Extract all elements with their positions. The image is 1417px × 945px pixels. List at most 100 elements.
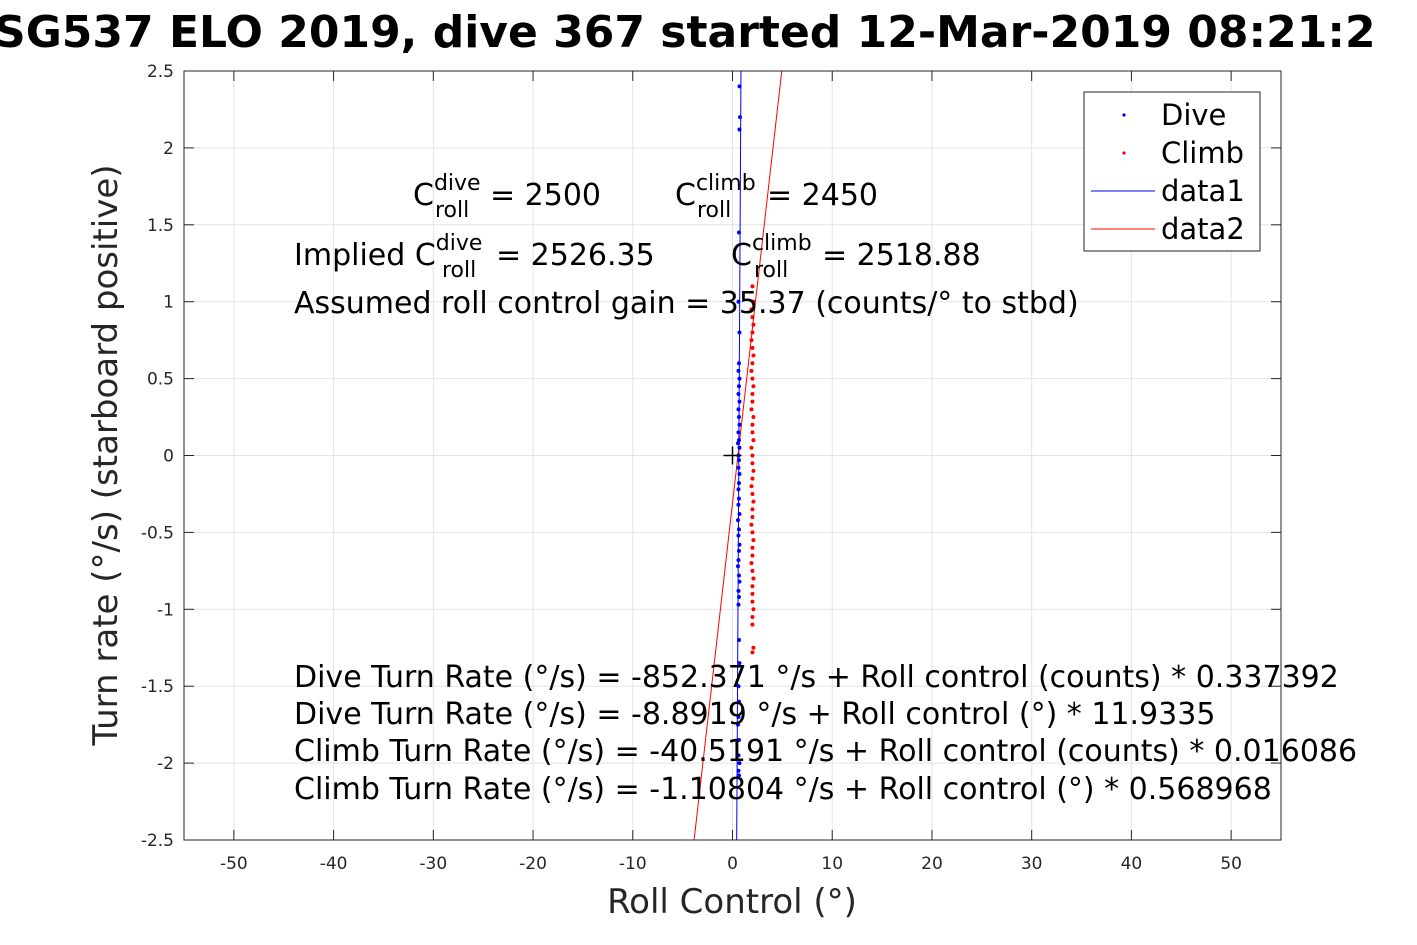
svg-text:Cclimb: Cclimb [731, 231, 812, 273]
data-point-dive [736, 588, 741, 593]
data-point-climb [751, 384, 756, 389]
data-point-dive [737, 115, 742, 120]
y-tick-label: 1.5 [147, 216, 174, 236]
data-point-climb [751, 645, 756, 650]
data-point-climb [750, 476, 755, 481]
y-tick-label: -2 [157, 754, 174, 774]
data-point-climb [750, 507, 755, 512]
data-point-climb [751, 438, 756, 443]
data-point-climb [751, 468, 756, 473]
data-point-climb [751, 415, 756, 420]
svg-text:roll: roll [754, 258, 788, 283]
data-point-dive [736, 594, 741, 599]
x-tick-label: -40 [320, 854, 348, 874]
y-tick-label: 0 [163, 447, 174, 467]
data-point-climb [751, 607, 756, 612]
data-point-climb [750, 591, 755, 596]
x-tick-label: 20 [921, 854, 943, 874]
y-axis-label: Turn rate (°/s) (starboard positive) [86, 164, 126, 746]
data-point-climb [750, 584, 755, 589]
x-tick-label: 10 [821, 854, 843, 874]
y-tick-label: -1.5 [141, 677, 174, 697]
x-tick-label: 0 [727, 854, 738, 874]
data-point-dive [736, 738, 741, 743]
data-point-dive [736, 773, 741, 778]
annotation-fit-climb-degrees: Climb Turn Rate (°/s) = -1.10804 °/s + R… [294, 772, 1272, 807]
y-tick-label: 2.5 [147, 62, 174, 82]
data-point-dive [735, 441, 740, 446]
legend-box [1083, 91, 1261, 252]
data-point-dive [737, 511, 742, 516]
data-point-climb [750, 553, 755, 558]
data-point-climb [750, 622, 755, 627]
data-point-dive [737, 579, 742, 584]
data-point-climb [749, 484, 754, 489]
data-point-dive [736, 753, 741, 758]
svg-text:roll: roll [435, 198, 469, 223]
data-point-dive [736, 533, 741, 538]
x-tick-label: -50 [220, 854, 248, 874]
data-point-dive [736, 699, 741, 704]
x-tick-label: -30 [419, 854, 447, 874]
y-tick-label: -2.5 [141, 831, 174, 851]
annotation-implied-climb: Cclimb roll = 2518.88 [731, 231, 981, 283]
data-point-dive [736, 391, 741, 396]
data-point-dive [736, 638, 741, 643]
data-point-dive [736, 548, 741, 553]
data-point-climb [749, 338, 754, 343]
annotation-implied-dive: Implied Cdive roll = 2526.35 [294, 231, 655, 283]
data-point-dive [737, 330, 742, 335]
annotation-c-roll-climb: Cclimb roll = 2450 [675, 171, 878, 223]
y-tick-label: -0.5 [141, 523, 174, 543]
y-tick-label: 1 [163, 293, 174, 313]
y-axis-ticks: 2.5 2 1.5 1 0.5 0 -0.5 -1 -1.5 -2 -2.5 [141, 62, 1281, 851]
data-point-climb [750, 650, 755, 655]
svg-text:= 2526.35: = 2526.35 [496, 238, 655, 273]
data-point-climb [750, 545, 755, 550]
annotation-roll-gain: Assumed roll control gain = 35.37 (count… [294, 286, 1079, 321]
svg-text:roll: roll [697, 198, 731, 223]
data-point-dive [736, 558, 741, 563]
data-point-dive [737, 471, 742, 476]
origin-plus-marker [723, 446, 742, 465]
legend-label-climb: Climb [1161, 136, 1244, 170]
data-point-climb [749, 522, 754, 527]
svg-text:Cdive: Cdive [413, 171, 481, 213]
x-tick-label: 30 [1021, 854, 1043, 874]
data-point-dive [736, 684, 741, 689]
data-point-climb [750, 315, 755, 320]
data-point-dive [736, 573, 741, 578]
x-tick-label: 40 [1121, 854, 1143, 874]
svg-text:roll: roll [442, 258, 476, 283]
svg-text:Cclimb: Cclimb [675, 171, 756, 213]
data-point-climb [750, 614, 755, 619]
data-point-dive [736, 527, 741, 532]
data-point-dive [736, 465, 741, 470]
data-point-dive [736, 502, 741, 507]
x-tick-label: -20 [519, 854, 547, 874]
legend-label-data1: data1 [1161, 174, 1245, 208]
data-point-climb [750, 284, 755, 289]
data-point-dive [736, 368, 741, 373]
data-point-climb [749, 368, 754, 373]
data-point-climb [750, 376, 755, 381]
data-point-climb [750, 491, 755, 496]
y-tick-label: 2 [163, 139, 174, 159]
data-point-dive [735, 722, 740, 727]
svg-text:Implied Cdive: Implied Cdive [294, 231, 482, 273]
chart-title: SG537 ELO 2019, dive 367 started 12-Mar-… [0, 7, 1376, 58]
legend-label-data2: data2 [1161, 212, 1245, 246]
plot-frame [183, 70, 1282, 841]
data-point-dive [737, 84, 742, 89]
data-point-dive [736, 438, 741, 443]
data-point-dive [736, 481, 741, 486]
data-point-dive [736, 407, 741, 412]
data-points [735, 84, 756, 778]
data-point-climb [751, 299, 756, 304]
data-point-dive [735, 518, 740, 523]
data-point-dive [736, 230, 741, 235]
origin-markers [723, 446, 742, 465]
data-point-dive [737, 542, 742, 547]
data-point-dive [736, 487, 741, 492]
